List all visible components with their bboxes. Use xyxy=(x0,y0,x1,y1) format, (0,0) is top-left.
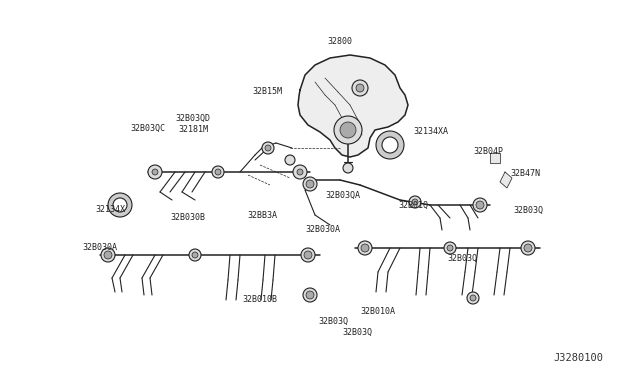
Text: 32134X: 32134X xyxy=(95,205,125,215)
Circle shape xyxy=(212,166,224,178)
Text: 32B03Q: 32B03Q xyxy=(318,317,348,326)
Circle shape xyxy=(352,80,368,96)
Circle shape xyxy=(303,288,317,302)
Polygon shape xyxy=(500,172,512,188)
Circle shape xyxy=(524,244,532,252)
Circle shape xyxy=(262,142,274,154)
Polygon shape xyxy=(298,55,408,157)
Text: 32B03Q: 32B03Q xyxy=(447,253,477,263)
Circle shape xyxy=(303,177,317,191)
Circle shape xyxy=(192,252,198,258)
Text: 32B04P: 32B04P xyxy=(473,148,503,157)
Circle shape xyxy=(101,248,115,262)
Circle shape xyxy=(476,201,484,209)
Text: 32B03QD: 32B03QD xyxy=(175,113,211,122)
Text: 32B010A: 32B010A xyxy=(360,308,396,317)
Circle shape xyxy=(334,116,362,144)
Circle shape xyxy=(104,251,112,259)
Circle shape xyxy=(473,198,487,212)
Text: 32B03Q: 32B03Q xyxy=(513,205,543,215)
Circle shape xyxy=(304,251,312,259)
Text: 32B010B: 32B010B xyxy=(243,295,278,304)
Text: 32B03QC: 32B03QC xyxy=(131,124,166,132)
Circle shape xyxy=(356,84,364,92)
Circle shape xyxy=(215,169,221,175)
Text: 32B030A: 32B030A xyxy=(83,244,118,253)
Text: 32B03QA: 32B03QA xyxy=(326,190,360,199)
Circle shape xyxy=(361,244,369,252)
Text: 32BB3A: 32BB3A xyxy=(247,211,277,219)
Circle shape xyxy=(340,122,356,138)
Circle shape xyxy=(265,145,271,151)
Text: 32B01Q: 32B01Q xyxy=(398,201,428,209)
Circle shape xyxy=(376,131,404,159)
Polygon shape xyxy=(490,153,500,163)
Circle shape xyxy=(467,292,479,304)
Circle shape xyxy=(189,249,201,261)
Circle shape xyxy=(470,295,476,301)
Circle shape xyxy=(285,155,295,165)
Circle shape xyxy=(521,241,535,255)
Text: 32800: 32800 xyxy=(328,38,353,46)
Text: 32B15M: 32B15M xyxy=(252,87,282,96)
Circle shape xyxy=(412,199,418,205)
Circle shape xyxy=(113,198,127,212)
Circle shape xyxy=(409,196,421,208)
Circle shape xyxy=(306,291,314,299)
Circle shape xyxy=(444,242,456,254)
Circle shape xyxy=(152,169,158,175)
Text: 32B47N: 32B47N xyxy=(510,169,540,177)
Circle shape xyxy=(358,241,372,255)
Circle shape xyxy=(297,169,303,175)
Text: 32134XA: 32134XA xyxy=(413,126,448,135)
Text: 32B030B: 32B030B xyxy=(170,212,205,221)
Circle shape xyxy=(293,165,307,179)
Circle shape xyxy=(382,137,398,153)
Circle shape xyxy=(108,193,132,217)
Text: 32B030A: 32B030A xyxy=(305,225,340,234)
Text: 32B03Q: 32B03Q xyxy=(342,327,372,337)
Text: 32181M: 32181M xyxy=(178,125,208,135)
Circle shape xyxy=(301,248,315,262)
Text: J3280100: J3280100 xyxy=(553,353,603,363)
Circle shape xyxy=(343,163,353,173)
Circle shape xyxy=(447,245,453,251)
Circle shape xyxy=(306,180,314,188)
Circle shape xyxy=(148,165,162,179)
